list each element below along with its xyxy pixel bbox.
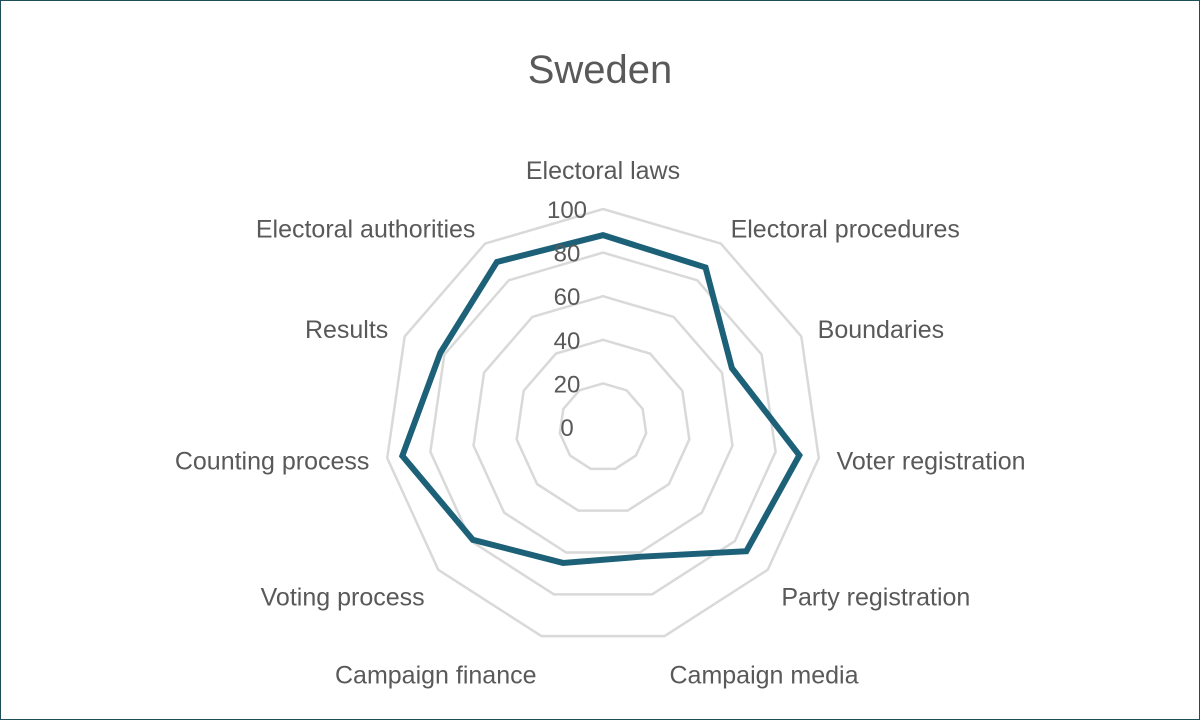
category-label: Electoral procedures	[731, 215, 960, 243]
category-label: Electoral authorities	[256, 215, 476, 243]
category-labels: Electoral laws Electoral procedures Bounda…	[175, 157, 1026, 689]
radar-series	[398, 232, 803, 566]
category-label: Counting process	[175, 448, 370, 476]
category-label: Electoral laws	[526, 157, 680, 185]
radial-tick-label: 60	[554, 284, 581, 311]
category-label: Campaign finance	[335, 661, 537, 689]
category-label: Voter registration	[837, 448, 1026, 476]
radial-tick-labels: 0 20 40 60 80 100	[547, 197, 587, 442]
grid-ring	[472, 294, 734, 554]
radial-tick-label: 0	[560, 415, 573, 442]
radar-grid	[385, 207, 821, 638]
category-label: Party registration	[781, 584, 970, 612]
radial-tick-label: 80	[554, 241, 581, 268]
category-label: Campaign media	[669, 661, 858, 689]
grid-ring	[385, 207, 821, 638]
radial-tick-label: 100	[547, 197, 587, 224]
category-label: Results	[305, 316, 388, 344]
grid-ring	[558, 382, 648, 471]
grid-ring	[429, 251, 777, 596]
radial-tick-label: 40	[554, 328, 581, 355]
category-label: Voting process	[261, 584, 425, 612]
series-line	[398, 232, 803, 566]
chart-title: Sweden	[527, 48, 673, 92]
grid-ring	[515, 338, 691, 512]
radial-tick-label: 20	[554, 371, 581, 398]
category-label: Boundaries	[818, 316, 944, 344]
